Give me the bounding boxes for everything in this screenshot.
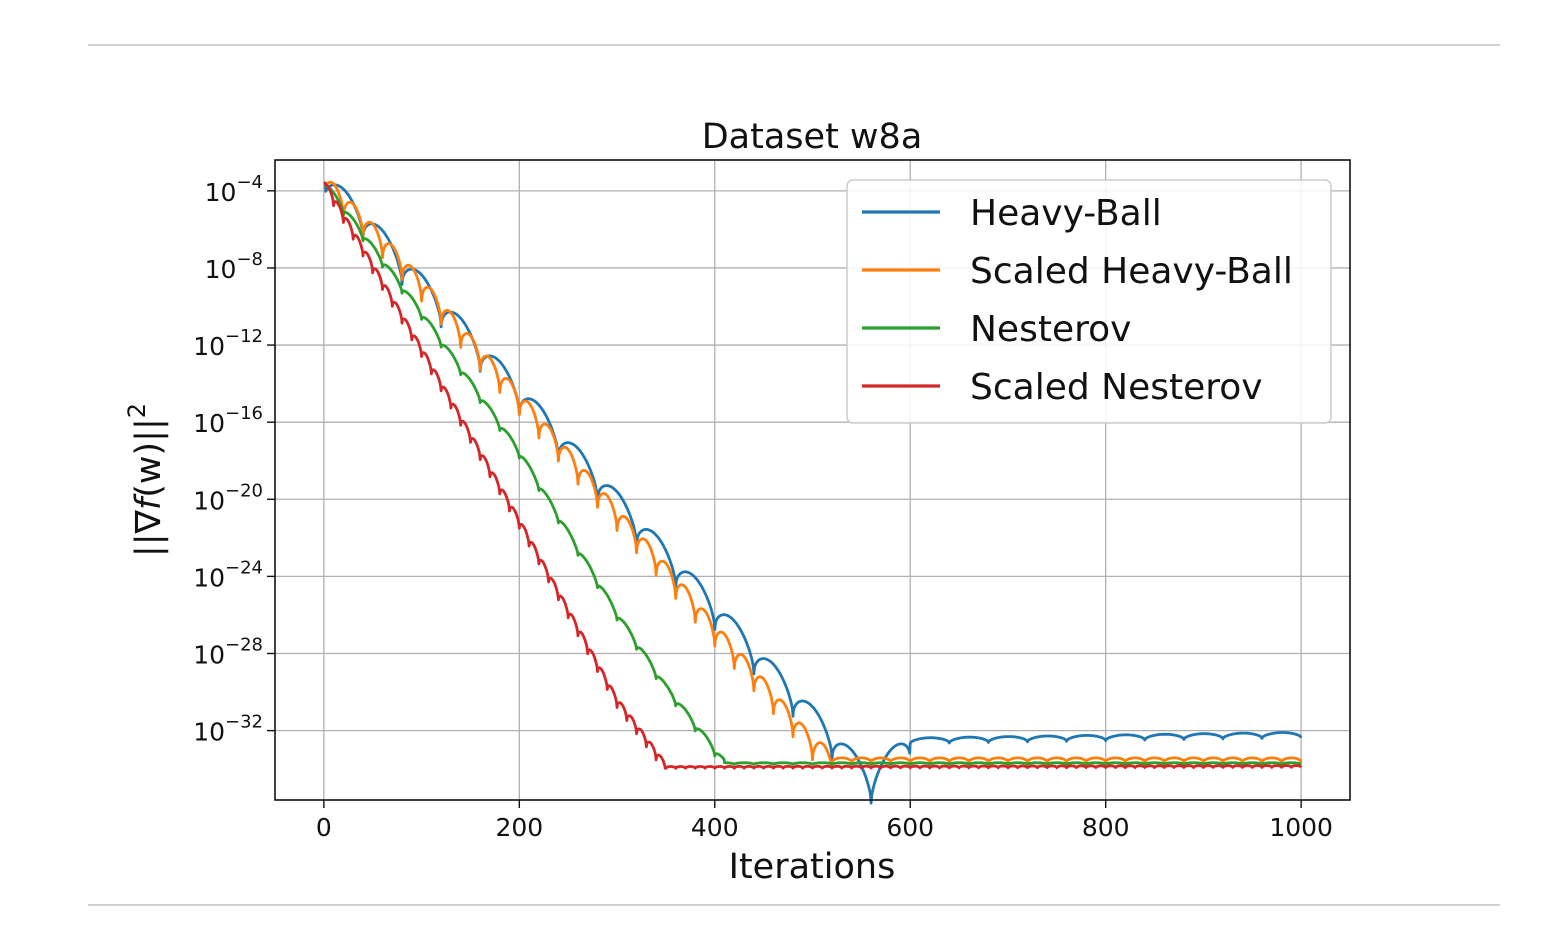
- x-tick-label: 200: [495, 813, 543, 842]
- grid: [275, 160, 1350, 800]
- figure-card: [88, 44, 1500, 906]
- x-tick-label: 800: [1082, 813, 1130, 842]
- legend-label: Heavy-Ball: [970, 193, 1162, 234]
- y-tick-base: 10: [193, 409, 225, 438]
- series-line-2: [323, 181, 1302, 766]
- x-tick-label: 400: [691, 813, 739, 842]
- y-tick-base: 10: [193, 563, 225, 592]
- y-tick-exp: −16: [225, 403, 263, 424]
- series-layer: [323, 180, 1303, 805]
- legend-label: Nesterov: [970, 309, 1131, 350]
- series-line-1: [323, 180, 1303, 768]
- y-tick-base: 10: [193, 640, 225, 669]
- x-tick-label: 600: [886, 813, 934, 842]
- y-label-open: ||∇: [129, 509, 169, 557]
- legend-box: [846, 179, 1332, 424]
- y-label-close: ||: [129, 418, 169, 442]
- y-axis-label: ||∇f(w)||2: [123, 403, 169, 557]
- legend: Heavy-Ball Scaled Heavy-Ball Nesterov Scale…: [846, 179, 1332, 424]
- legend-label: Scaled Heavy-Ball: [970, 251, 1293, 292]
- legend-label: Scaled Nesterov: [970, 367, 1263, 408]
- plot-frame: [274, 159, 1351, 801]
- y-tick-exp: −32: [225, 712, 263, 733]
- y-tick-base: 10: [193, 486, 225, 515]
- y-tick-label: 10−16: [193, 403, 263, 438]
- y-tick-label: 10−12: [193, 326, 263, 361]
- y-tick-label: 10−4: [205, 172, 263, 207]
- x-tick-label: 1000: [1269, 813, 1333, 842]
- y-tick-base: 10: [205, 178, 237, 207]
- y-tick-label: 10−8: [205, 249, 263, 284]
- y-tick-exp: −28: [225, 634, 263, 655]
- series-line-3: [323, 181, 1303, 770]
- y-tick-label: 10−28: [193, 634, 263, 669]
- y-tick-base: 10: [193, 332, 225, 361]
- y-tick-exp: −12: [225, 326, 263, 347]
- y-tick-label: 10−20: [193, 480, 263, 515]
- y-tick-label: 10−32: [193, 712, 263, 747]
- y-tick-exp: −4: [236, 172, 263, 193]
- x-tick-label: 0: [316, 813, 332, 842]
- x-axis-label: Iterations: [729, 847, 896, 887]
- y-tick-base: 10: [205, 255, 237, 284]
- chart-title: Dataset w8a: [702, 117, 923, 157]
- y-label-power: 2: [123, 403, 151, 418]
- y-tick-label: 10−24: [193, 557, 263, 592]
- y-label-arg: (w): [129, 442, 169, 498]
- y-tick-exp: −8: [236, 249, 263, 270]
- y-tick-exp: −24: [225, 557, 263, 578]
- y-tick-exp: −20: [225, 480, 263, 501]
- y-tick-base: 10: [193, 718, 225, 747]
- x-ticks: 0 200 400 600 800 1000: [316, 800, 1333, 842]
